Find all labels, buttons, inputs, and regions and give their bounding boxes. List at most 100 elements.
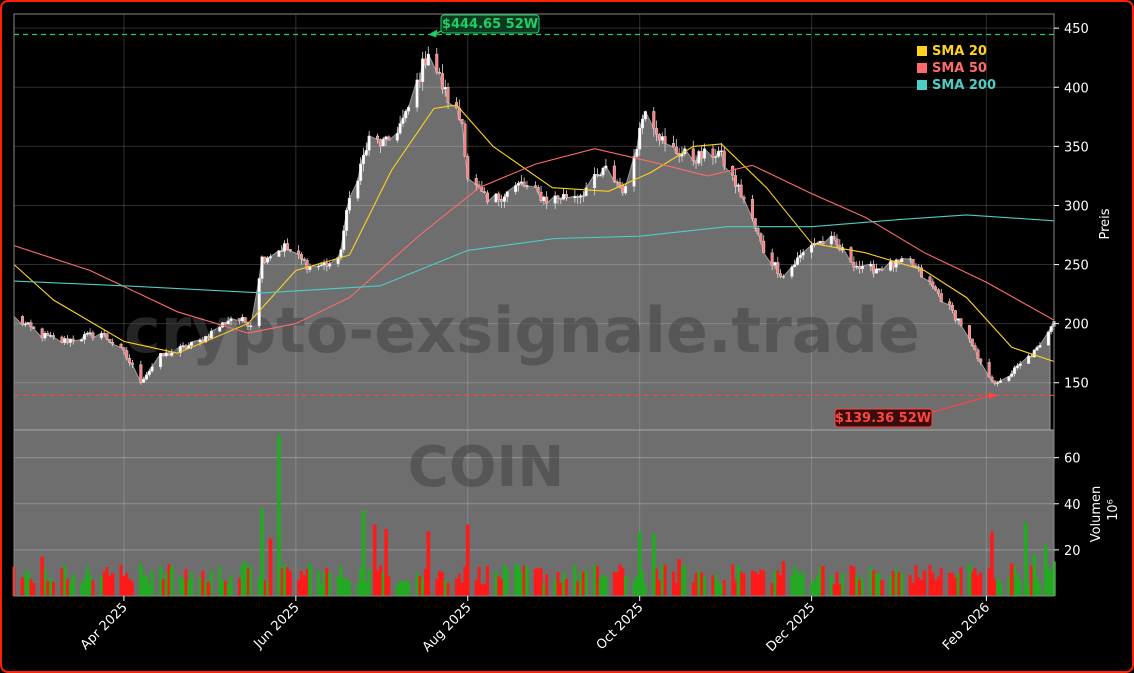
- volume-bar: [637, 531, 642, 596]
- candle-body: [280, 250, 284, 252]
- candle-body: [460, 119, 464, 124]
- volume-bar: [483, 583, 487, 596]
- candle-body: [505, 191, 509, 197]
- watermark-ticker: COIN: [408, 435, 564, 500]
- candle-body: [579, 195, 583, 198]
- volume-bar: [51, 582, 55, 596]
- volume-bar: [139, 563, 143, 596]
- price-tick-label: 150: [1064, 377, 1089, 392]
- candle-body: [545, 196, 549, 204]
- volume-bar: [967, 563, 972, 596]
- candle-body: [953, 310, 957, 321]
- candle-body: [1007, 376, 1011, 381]
- volume-bar: [979, 572, 983, 596]
- volume-bar: [246, 568, 250, 596]
- volume-bar: [714, 574, 718, 596]
- candle-body: [130, 362, 134, 365]
- candle-body: [703, 148, 707, 159]
- candle-body: [928, 276, 932, 282]
- volume-bar: [1009, 563, 1014, 596]
- volume-bar: [694, 573, 698, 596]
- volume-bar: [762, 570, 766, 596]
- volume-bar: [1032, 554, 1037, 596]
- volume-tick-label: 20: [1064, 544, 1081, 559]
- volume-bar: [697, 571, 701, 596]
- volume-bar: [722, 580, 726, 596]
- candle-body: [229, 318, 233, 322]
- candle-body: [612, 165, 616, 182]
- volume-bar: [900, 572, 904, 596]
- candle-body: [514, 185, 518, 192]
- candle-body: [1010, 373, 1014, 377]
- candle-body: [790, 266, 794, 277]
- candle-body: [564, 194, 568, 199]
- candle-body: [742, 196, 746, 200]
- volume-bar: [928, 564, 932, 596]
- candle-body: [297, 250, 301, 255]
- candle-body: [641, 118, 645, 129]
- candle-body: [316, 265, 320, 268]
- volume-bar: [201, 570, 205, 596]
- volume-bar: [542, 583, 546, 596]
- candle-body: [832, 235, 836, 240]
- volume-bar: [601, 574, 605, 596]
- volume-bar: [680, 567, 684, 596]
- candle-body: [502, 196, 506, 202]
- volume-bar: [288, 571, 292, 596]
- candle-body: [731, 166, 735, 176]
- volume-bar: [691, 582, 695, 596]
- candle-body: [223, 322, 227, 325]
- candle-body: [889, 261, 893, 271]
- volume-bar: [99, 575, 103, 596]
- candle-body: [29, 322, 33, 328]
- volume-bar: [29, 579, 33, 596]
- volume-bar: [249, 565, 253, 596]
- volume-bar: [655, 568, 659, 596]
- candle-body: [756, 228, 760, 234]
- volume-bar: [922, 570, 927, 596]
- candle-body: [920, 267, 924, 278]
- volume-bar: [218, 566, 222, 596]
- candle-body: [818, 241, 822, 244]
- volume-bar: [855, 574, 859, 596]
- candle-body: [80, 339, 84, 342]
- candle-body: [359, 163, 363, 181]
- candle-body: [336, 257, 340, 264]
- volume-bar: [421, 577, 425, 596]
- volume-bar: [359, 568, 363, 596]
- volume-bar: [142, 575, 146, 596]
- volume-bar: [401, 580, 405, 596]
- volume-bar: [395, 584, 399, 596]
- candle-body: [1038, 345, 1042, 348]
- volume-bar: [125, 573, 129, 596]
- line-sma20: [13, 104, 1055, 363]
- volume-bar: [260, 508, 264, 596]
- volume-bar: [615, 572, 619, 596]
- candle-body: [142, 378, 146, 383]
- candle-body: [973, 345, 977, 351]
- candle-body: [979, 358, 983, 363]
- volume-axis-exponent: 10⁶: [1106, 499, 1121, 521]
- volume-bar: [821, 566, 825, 596]
- volume-bar: [443, 580, 447, 596]
- 52w-high-box: [440, 14, 540, 34]
- candle-body: [632, 156, 636, 187]
- candle-body: [1035, 347, 1039, 351]
- volume-bar: [384, 529, 388, 596]
- candle-body: [674, 146, 678, 154]
- volume-bar: [953, 577, 957, 596]
- volume-bar: [612, 571, 616, 596]
- candle-body: [345, 210, 349, 231]
- volume-bar: [178, 576, 182, 596]
- candle-body: [533, 185, 537, 188]
- volume-bar: [88, 574, 92, 596]
- candle-body: [319, 264, 323, 267]
- volume-bar: [773, 571, 777, 596]
- candle-body: [700, 151, 704, 159]
- candle-body: [736, 184, 740, 187]
- volume-bar: [63, 565, 67, 596]
- volume-bar: [502, 563, 506, 596]
- candle-body: [404, 110, 408, 119]
- volume-bar: [342, 578, 346, 596]
- volume-bar: [446, 582, 450, 596]
